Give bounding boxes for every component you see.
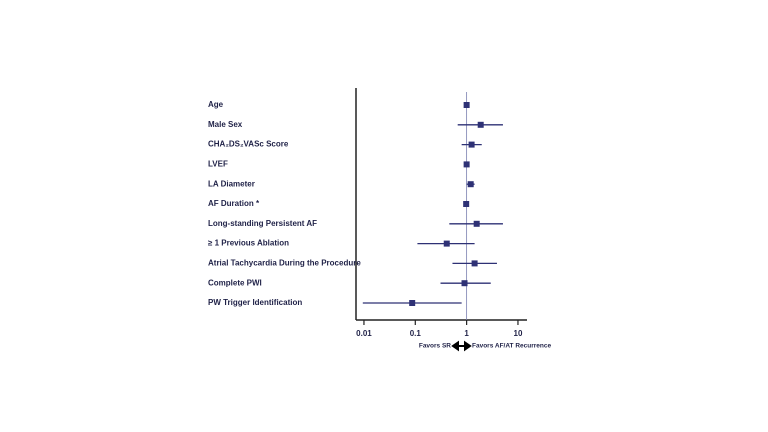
point-estimate — [477, 121, 484, 128]
row-label: AF Duration * — [208, 199, 260, 208]
point-estimate — [468, 141, 475, 148]
point-estimate — [463, 102, 470, 108]
row-label: Atrial Tachycardia During the Procedure — [208, 259, 361, 268]
point-estimate — [473, 220, 480, 227]
row-label: LVEF — [208, 160, 228, 169]
favors-left-label: Favors SR — [419, 343, 451, 350]
point-estimate — [463, 161, 470, 168]
row-label: ≥ 1 Previous Ablation — [208, 239, 289, 248]
row-label: Male Sex — [208, 120, 243, 129]
row-label: PW Trigger Identification — [208, 298, 302, 307]
row-label: Age — [208, 100, 224, 109]
point-estimate — [463, 201, 470, 207]
point-estimate — [461, 280, 468, 287]
row-label: CHA₂DS₂VASc Score — [208, 140, 289, 149]
row-label: Complete PWI — [208, 278, 262, 287]
point-estimate — [409, 300, 416, 306]
x-tick-label: 0.1 — [410, 329, 422, 338]
x-tick-label: 0.01 — [356, 329, 372, 338]
point-estimate — [443, 240, 450, 247]
x-tick-label: 1 — [464, 329, 469, 338]
row-label: LA Diameter — [208, 179, 255, 188]
direction-arrows — [451, 340, 472, 352]
point-estimate — [471, 260, 478, 267]
point-estimate — [467, 181, 474, 188]
favors-right-label: Favors AF/AT Recurrence — [472, 343, 551, 350]
row-label: Long-standing Persistent AF — [208, 219, 317, 228]
x-tick-label: 10 — [514, 329, 523, 338]
